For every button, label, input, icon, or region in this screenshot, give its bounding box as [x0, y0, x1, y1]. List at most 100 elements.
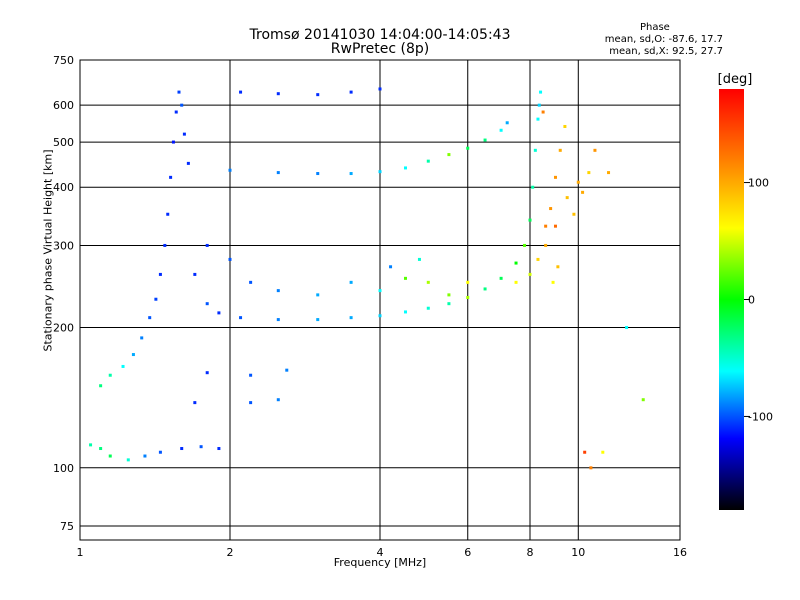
data-point — [483, 138, 487, 142]
data-point — [523, 243, 527, 247]
data-point — [563, 124, 567, 128]
phase-stats-o: mean, sd,O: -87.6, 17.7 — [604, 34, 723, 45]
data-point — [249, 280, 253, 284]
data-point — [166, 212, 170, 216]
x-tick-label: 2 — [227, 546, 234, 559]
data-point — [528, 272, 532, 276]
phase-stats-title: Phase — [639, 22, 670, 33]
data-point — [539, 90, 543, 94]
data-point — [205, 302, 209, 306]
data-point — [589, 466, 593, 470]
data-point — [483, 287, 487, 291]
chart-title: Tromsø 20141030 14:04:00-14:05:43 — [249, 27, 511, 43]
data-point — [276, 318, 280, 322]
data-point — [158, 272, 162, 276]
data-point — [177, 90, 181, 94]
y-axis-label: Stationary phase Virtual Height [km] — [41, 149, 55, 352]
data-point — [99, 384, 103, 388]
data-point — [641, 398, 645, 402]
data-point — [228, 257, 232, 261]
y-tick-label: 200 — [53, 322, 74, 335]
data-point — [447, 302, 451, 306]
y-tick-label: 500 — [53, 136, 74, 149]
data-point — [558, 148, 562, 152]
data-point — [239, 90, 243, 94]
data-point — [587, 171, 591, 175]
plot-frame — [79, 59, 681, 541]
data-point — [572, 212, 576, 216]
data-point — [514, 261, 518, 265]
x-tick-label: 16 — [673, 546, 687, 559]
data-point — [378, 87, 382, 91]
data-point — [249, 373, 253, 377]
data-point — [316, 293, 320, 297]
data-point — [553, 175, 557, 179]
data-point — [378, 314, 382, 318]
data-point — [121, 364, 125, 368]
data-point — [499, 276, 503, 280]
data-point — [99, 447, 103, 451]
colorbar — [719, 89, 744, 510]
phase-stats-x: mean, sd,X: 92.5, 27.7 — [609, 46, 723, 57]
data-point — [199, 445, 203, 449]
data-point — [349, 90, 353, 94]
data-point — [583, 450, 587, 454]
data-point — [601, 450, 605, 454]
data-point — [426, 280, 430, 284]
y-tick-label: 600 — [53, 99, 74, 112]
data-point — [389, 265, 393, 269]
data-point — [171, 140, 175, 144]
data-point — [426, 306, 430, 310]
y-tick-label: 400 — [53, 181, 74, 194]
colorbar-ticks: 100 0 -100 — [744, 177, 773, 423]
data-point — [426, 159, 430, 163]
chart-subtitle: RwPretec (8p) — [330, 41, 430, 57]
data-point — [158, 450, 162, 454]
data-point — [576, 180, 580, 184]
data-point — [217, 311, 221, 315]
data-point — [553, 224, 557, 228]
data-point — [108, 373, 112, 377]
data-point — [108, 454, 112, 458]
data-point — [174, 110, 178, 114]
data-point — [403, 310, 407, 314]
data-point — [466, 146, 470, 150]
data-point — [505, 121, 509, 125]
data-point — [217, 447, 221, 451]
data-point — [180, 103, 184, 107]
data-point — [549, 207, 553, 211]
data-point — [131, 353, 135, 357]
data-point — [228, 168, 232, 172]
data-point — [249, 401, 253, 405]
data-point — [205, 243, 209, 247]
data-point — [514, 280, 518, 284]
data-point — [180, 447, 184, 451]
data-point — [349, 280, 353, 284]
data-point — [466, 295, 470, 299]
phase-stats: Phase mean, sd,O: -87.6, 17.7 mean, sd,X… — [605, 22, 723, 58]
data-point — [544, 243, 548, 247]
data-points — [89, 87, 645, 470]
x-axis: 1 2 4 6 8 10 16 — [77, 546, 688, 559]
data-point — [186, 161, 190, 165]
y-tick-label: 100 — [53, 462, 74, 475]
data-point — [528, 218, 532, 222]
data-point — [537, 103, 541, 107]
colorbar-unit: [deg] — [718, 72, 753, 87]
data-point — [276, 398, 280, 402]
data-point — [143, 454, 147, 458]
data-point — [349, 316, 353, 320]
x-tick-label: 1 — [77, 546, 84, 559]
y-tick-label: 75 — [60, 520, 74, 533]
data-point — [126, 458, 130, 462]
data-point — [154, 297, 158, 301]
data-point — [276, 171, 280, 175]
data-point — [499, 128, 503, 132]
data-point — [541, 110, 545, 114]
y-tick-label: 300 — [53, 239, 74, 252]
data-point — [193, 272, 197, 276]
data-point — [349, 172, 353, 176]
data-point — [239, 316, 243, 320]
data-point — [276, 289, 280, 293]
data-point — [447, 153, 451, 157]
